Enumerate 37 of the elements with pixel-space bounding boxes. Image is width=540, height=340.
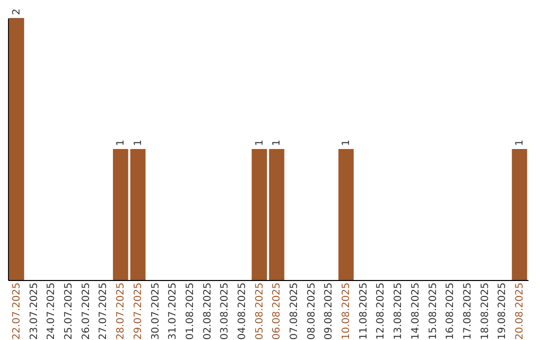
x-tick-label: 15.08.2025	[428, 282, 439, 340]
data-label: 1	[116, 140, 127, 146]
x-tick-label: 14.08.2025	[410, 282, 422, 340]
x-tick-label: 08.08.2025	[306, 282, 318, 340]
x-tick-label: 17.08.2025	[462, 282, 474, 340]
data-label: 1	[254, 140, 266, 146]
data-label: 1	[514, 140, 526, 146]
x-tick-label: 28.07.2025	[116, 282, 127, 340]
x-tick-label: 04.08.2025	[236, 282, 248, 340]
x-tick-label: 23.07.2025	[28, 282, 40, 340]
x-tick-label: 01.08.2025	[184, 282, 196, 340]
x-tick-label: 05.08.2025	[254, 282, 266, 340]
x-tick-label: 22.07.2025	[12, 282, 22, 340]
x-tick-label: 07.08.2025	[289, 282, 300, 340]
x-tick-label: 02.08.2025	[202, 282, 214, 340]
data-label: 1	[341, 140, 352, 146]
x-tick-label: 11.08.2025	[358, 282, 370, 340]
x-tick-label: 13.08.2025	[393, 282, 404, 340]
x-tick-label: 29.07.2025	[132, 282, 144, 340]
x-tick-label: 12.08.2025	[376, 282, 387, 340]
data-label: 1	[132, 140, 144, 146]
x-tick-label: 10.08.2025	[341, 282, 352, 340]
x-tick-label: 06.08.2025	[272, 282, 283, 340]
x-tick-label: 20.08.2025	[514, 282, 526, 340]
data-label: 1	[272, 140, 283, 146]
x-tick-label: 30.07.2025	[150, 282, 162, 340]
x-tick-label: 09.08.2025	[324, 282, 335, 340]
x-tick-label: 03.08.2025	[220, 282, 231, 340]
x-tick-label: 24.07.2025	[46, 282, 58, 340]
x-tick-label: 16.08.2025	[445, 282, 456, 340]
data-label: 2	[12, 8, 22, 15]
x-tick-label: 25.07.2025	[64, 282, 75, 340]
x-tick-label: 27.07.2025	[98, 282, 110, 340]
x-tick-label: 18.08.2025	[480, 282, 491, 340]
x-tick-label: 19.08.2025	[497, 282, 508, 340]
x-tick-label: 31.07.2025	[168, 282, 179, 340]
x-tick-label: 26.07.2025	[80, 282, 92, 340]
